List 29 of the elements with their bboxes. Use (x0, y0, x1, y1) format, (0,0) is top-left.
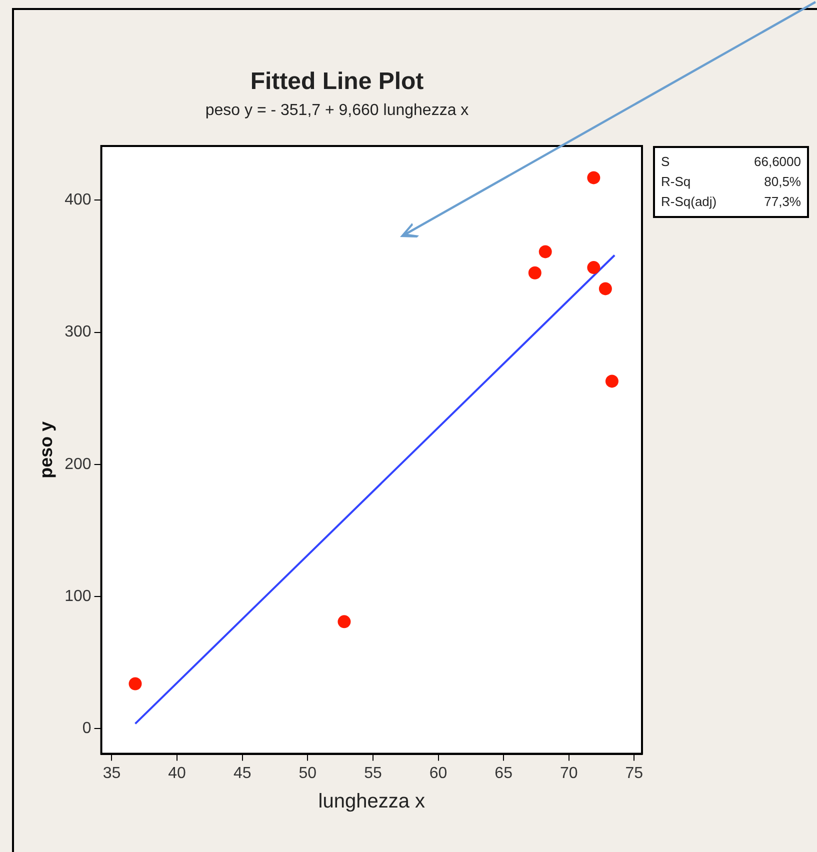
point (587, 261, 600, 274)
point (598, 282, 612, 296)
x-tick-label: 40 (168, 764, 186, 782)
x-tick-label: 50 (298, 764, 317, 782)
x-tick-label: 65 (494, 764, 513, 782)
x-tick-label: 45 (233, 764, 252, 782)
chart-subtitle: peso y = - 351,7 + 9,660 lunghezza x (205, 102, 469, 119)
point (587, 171, 600, 184)
y-tick-label: 400 (64, 192, 92, 209)
x-tick-label: 70 (560, 764, 578, 782)
y-tick-label: 200 (64, 456, 92, 473)
y-tick-label: 300 (64, 324, 92, 341)
point (528, 266, 542, 280)
y-tick-label: 0 (82, 720, 92, 738)
chart-title: Fitted Line Plot (250, 68, 424, 96)
text: S 66,6000 (661, 154, 801, 169)
point (338, 615, 351, 628)
text: R-Sq(adj) 77,3% (661, 194, 801, 209)
x-tick-label: 75 (625, 764, 644, 782)
point (605, 374, 618, 388)
x-tick-label: 60 (429, 764, 448, 782)
x-axis-title: lunghezza x (318, 790, 426, 813)
point (128, 677, 142, 690)
x-tick-label: 55 (364, 764, 382, 782)
point (538, 245, 552, 258)
text: R-Sq 80,5% (661, 174, 801, 189)
y-tick-label: 100 (64, 588, 92, 605)
y-axis-title: peso y (36, 421, 56, 478)
x-tick-label: 35 (102, 764, 121, 782)
